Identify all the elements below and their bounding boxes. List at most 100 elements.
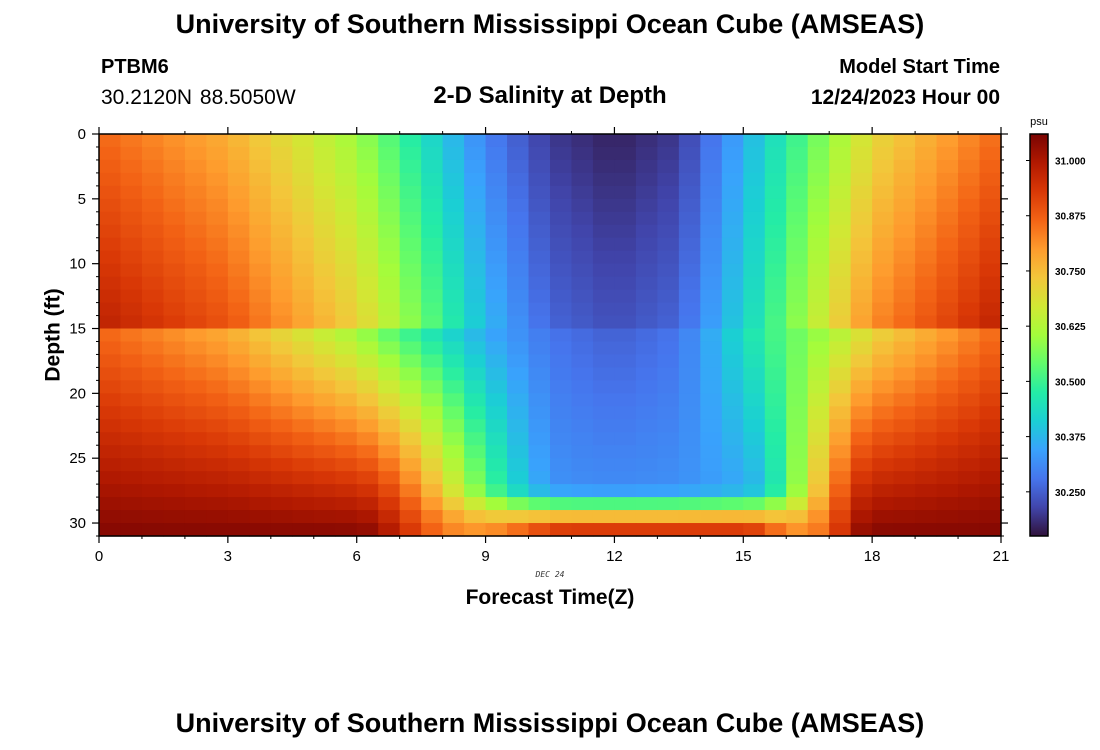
heatmap-cell xyxy=(99,328,122,343)
heatmap-cell xyxy=(936,523,959,537)
heatmap-cell xyxy=(743,419,766,433)
heatmap-cell xyxy=(507,471,530,485)
heatmap-cell xyxy=(335,497,358,511)
heatmap-cell xyxy=(592,198,616,213)
heatmap-cell xyxy=(528,497,551,511)
heatmap-cell xyxy=(485,354,508,369)
heatmap-cell xyxy=(270,198,293,213)
heatmap-cell xyxy=(872,263,895,278)
heatmap-cell xyxy=(464,367,487,381)
heatmap-cell xyxy=(270,406,293,420)
heatmap-cell xyxy=(678,237,701,252)
heatmap-cell xyxy=(915,224,938,239)
heatmap-cell xyxy=(850,134,873,148)
heatmap-cell xyxy=(678,198,701,213)
heatmap-cell xyxy=(528,276,551,291)
heatmap-cell xyxy=(614,497,637,511)
heatmap-cell xyxy=(721,471,744,485)
heatmap-cell xyxy=(550,159,573,174)
heatmap-cell xyxy=(915,445,938,459)
heatmap-cell xyxy=(872,484,895,498)
heatmap-cell xyxy=(99,198,122,213)
heatmap-cell xyxy=(915,211,938,226)
heatmap-cell xyxy=(141,341,165,356)
heatmap-cell xyxy=(743,250,766,265)
heatmap-cell xyxy=(915,406,938,420)
heatmap-cell xyxy=(936,497,959,511)
heatmap-cell xyxy=(571,523,594,537)
heatmap-cell xyxy=(700,263,723,278)
heatmap-cell xyxy=(936,159,959,174)
heatmap-cell xyxy=(829,146,852,161)
heatmap-cell xyxy=(464,315,487,330)
heatmap-cell xyxy=(721,146,744,161)
heatmap-cell xyxy=(292,250,315,265)
heatmap-cell xyxy=(657,523,680,537)
heatmap-cell xyxy=(356,263,379,278)
heatmap-cell xyxy=(120,341,143,356)
heatmap-cell xyxy=(721,419,744,433)
heatmap-cell xyxy=(979,432,1002,446)
heatmap-cell xyxy=(571,134,594,148)
heatmap-cell xyxy=(678,211,701,226)
heatmap-cell xyxy=(915,185,938,200)
heatmap-cell xyxy=(528,328,551,343)
heatmap-cell xyxy=(184,328,207,343)
heatmap-cell xyxy=(485,172,508,187)
heatmap-cell xyxy=(721,172,744,187)
heatmap-cell xyxy=(227,198,250,213)
x-tick-label: 21 xyxy=(993,548,1010,565)
heatmap-cell xyxy=(335,134,358,148)
heatmap-cell xyxy=(141,367,165,381)
heatmap-cell xyxy=(270,224,293,239)
heatmap-cell xyxy=(99,523,122,537)
heatmap-cell xyxy=(614,354,637,369)
heatmap-cell xyxy=(528,406,551,420)
heatmap-cell xyxy=(313,419,336,433)
heatmap-cell xyxy=(528,224,551,239)
heatmap-cell xyxy=(786,146,809,161)
heatmap-cell xyxy=(657,380,680,394)
heatmap-cell xyxy=(141,263,165,278)
heatmap-cell xyxy=(378,510,401,524)
heatmap-cell xyxy=(635,302,658,317)
heatmap-cell xyxy=(206,302,229,317)
heatmap-cell xyxy=(399,354,422,369)
heatmap-cell xyxy=(120,315,143,330)
heatmap-cell xyxy=(399,198,422,213)
heatmap-cell xyxy=(550,484,573,498)
heatmap-cell xyxy=(872,315,895,330)
heatmap-cell xyxy=(786,484,809,498)
heatmap-cell xyxy=(657,159,680,174)
heatmap-cell xyxy=(249,510,272,524)
heatmap-cell xyxy=(829,315,852,330)
heatmap-cell xyxy=(743,471,766,485)
heatmap-cell xyxy=(421,146,444,161)
heatmap-cell xyxy=(485,185,508,200)
heatmap-cell xyxy=(592,354,616,369)
heatmap-cell xyxy=(270,367,293,381)
heatmap-cell xyxy=(764,432,787,446)
heatmap-cell xyxy=(807,484,830,498)
heatmap-cell xyxy=(764,134,787,148)
heatmap-cell xyxy=(184,315,207,330)
heatmap-cell xyxy=(721,406,744,420)
heatmap-cell xyxy=(979,263,1002,278)
heatmap-cell xyxy=(979,510,1002,524)
heatmap-cell xyxy=(850,523,873,537)
heatmap-cell xyxy=(592,419,616,433)
heatmap-cell xyxy=(550,237,573,252)
heatmap-cell xyxy=(313,146,336,161)
heatmap-cell xyxy=(850,367,873,381)
heatmap-cell xyxy=(292,354,315,369)
heatmap-cell xyxy=(571,419,594,433)
x-axis-title: Forecast Time(Z) xyxy=(466,586,635,609)
heatmap-cell xyxy=(721,224,744,239)
heatmap-cell xyxy=(356,185,379,200)
heatmap-cell xyxy=(464,250,487,265)
heatmap-cell xyxy=(893,224,916,239)
heatmap-cell xyxy=(678,458,701,472)
heatmap-cell xyxy=(592,380,616,394)
heatmap-cell xyxy=(915,341,938,356)
heatmap-cell xyxy=(99,302,122,317)
